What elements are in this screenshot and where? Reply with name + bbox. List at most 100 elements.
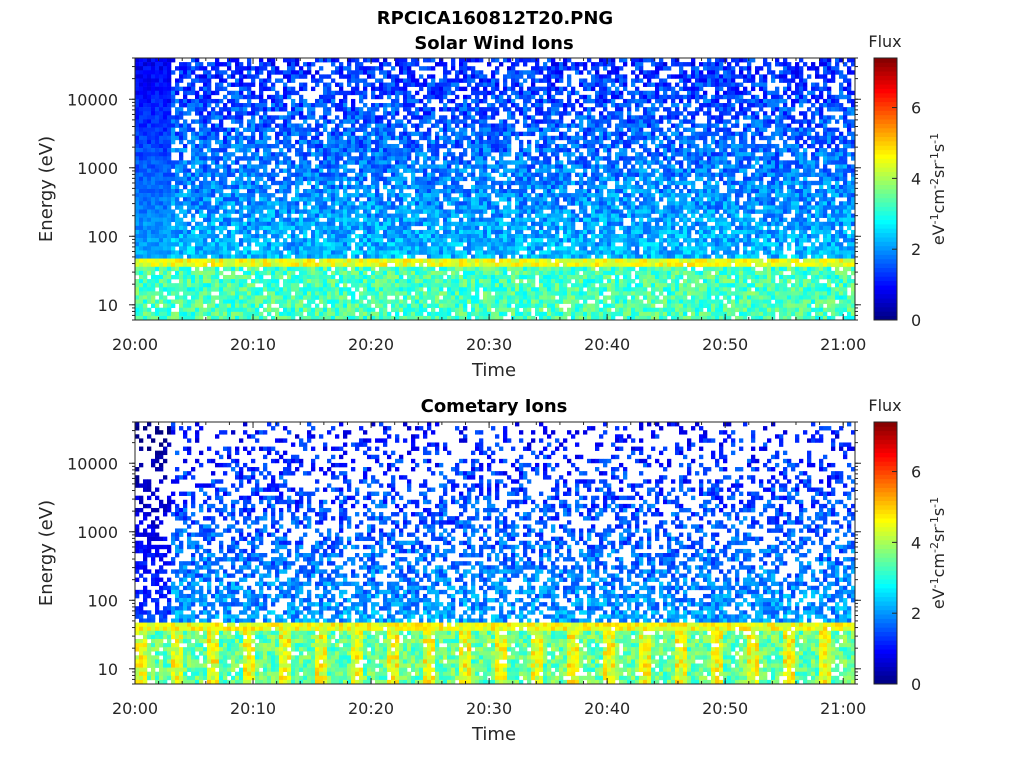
- colorbar-segment: [874, 518, 897, 523]
- colorbar-segment: [874, 487, 897, 493]
- colorbar-segment: [874, 215, 897, 220]
- colorbar-segment: [874, 263, 897, 268]
- colorbar: 0 2 4 6: [873, 57, 921, 330]
- colorbar-segment: [874, 535, 897, 541]
- colorbar-segment: [874, 145, 897, 151]
- colorbar-segment: [874, 66, 897, 72]
- colorbar-segment: [874, 180, 897, 186]
- colorbar-segment: [874, 561, 897, 567]
- colorbar-tick-label: 2: [911, 240, 921, 259]
- colorbar-segment: [874, 570, 897, 576]
- colorbar-segment: [874, 306, 897, 312]
- colorbar-segment: [874, 483, 897, 488]
- colorbar-segment: [874, 250, 897, 255]
- colorbar-segment: [874, 293, 897, 299]
- y-tick-label: 100: [87, 227, 118, 246]
- colorbar-segment: [874, 267, 897, 273]
- colorbar-segment: [874, 175, 897, 181]
- colorbar-segment: [874, 162, 897, 168]
- colorbar-segment: [874, 666, 897, 672]
- colorbar-tick-label: 4: [911, 533, 921, 552]
- colorbar-segment: [874, 622, 897, 628]
- colorbar-segment: [874, 443, 897, 449]
- colorbar-segment: [874, 478, 897, 484]
- colorbar-segment: [874, 452, 897, 458]
- colorbar-segment: [874, 245, 897, 251]
- colorbar-segment: [874, 79, 897, 85]
- colorbar-segment: [874, 439, 897, 445]
- colorbar-tick-label: 6: [911, 463, 921, 482]
- colorbar-segment: [874, 496, 897, 501]
- colorbar-segment: [874, 110, 897, 116]
- colorbar-segment: [874, 644, 897, 650]
- colorbar-segment: [874, 605, 897, 611]
- colorbar-segment: [874, 298, 897, 303]
- colorbar-segment: [874, 254, 897, 260]
- x-tick-label: 20:40: [584, 335, 630, 354]
- colorbar-segment: [874, 649, 897, 654]
- colorbar-segment: [874, 289, 897, 295]
- colorbar-segment: [874, 618, 897, 624]
- colorbar-segment: [874, 531, 897, 536]
- colorbar-title: Flux: [868, 32, 901, 51]
- colorbar-segment: [874, 461, 897, 467]
- colorbar-frame: [873, 57, 898, 321]
- colorbar-segment: [874, 465, 897, 471]
- x-axis-label: Time: [471, 360, 516, 381]
- x-tick-label: 20:50: [702, 699, 748, 718]
- cometary-ions-panel: Cometary Ions 20:00 20:10 20:20 20:30 20:40 2…: [36, 396, 948, 745]
- colorbar-segment: [874, 167, 897, 172]
- colorbar-tick-label: 0: [911, 311, 921, 330]
- colorbar-segment: [874, 62, 897, 68]
- x-tick-label: 20:30: [466, 335, 512, 354]
- colorbar-segment: [874, 101, 897, 107]
- colorbar: 0 2 4 6: [873, 421, 921, 694]
- colorbar-tick-label: 0: [911, 675, 921, 694]
- colorbar-segment: [874, 197, 897, 203]
- x-tick-label: 20:50: [702, 335, 748, 354]
- colorbar-segment: [874, 675, 897, 681]
- panel-title: Solar Wind Ions: [414, 33, 573, 54]
- colorbar-segment: [874, 513, 897, 519]
- colorbar-segment: [874, 223, 897, 229]
- colorbar-segment: [874, 71, 897, 76]
- colorbar-segment: [874, 210, 897, 216]
- colorbar-segment: [874, 657, 897, 663]
- x-tick-label: 20:20: [348, 335, 394, 354]
- plot-frame: [134, 57, 856, 321]
- colorbar-segment: [874, 58, 897, 63]
- colorbar-segment: [874, 184, 897, 190]
- colorbar-segment: [874, 276, 897, 282]
- colorbar-segment: [874, 574, 897, 580]
- colorbar-segment: [874, 653, 897, 659]
- colorbar-segment: [874, 635, 897, 641]
- colorbar-segment: [874, 285, 897, 290]
- axis-ticks: 20:00 20:10 20:20 20:30 20:40 20:50 21:00 10 100…: [67, 57, 866, 354]
- x-tick-label: 21:00: [820, 335, 866, 354]
- colorbar-segment: [874, 302, 897, 308]
- colorbar-segment: [874, 526, 897, 532]
- colorbar-segment: [874, 631, 897, 637]
- y-axis-label: Energy (eV): [36, 500, 57, 606]
- y-tick-label: 10000: [67, 454, 118, 473]
- colorbar-segment: [874, 491, 897, 497]
- colorbar-segment: [874, 679, 897, 685]
- colorbar-segment: [874, 583, 897, 589]
- colorbar-segment: [874, 140, 897, 146]
- y-tick-label: 10: [98, 296, 118, 315]
- colorbar-segment: [874, 596, 897, 602]
- colorbar-frame: [873, 421, 898, 685]
- colorbar-segment: [874, 114, 897, 120]
- colorbar-segment: [874, 557, 897, 563]
- colorbar-segment: [874, 193, 897, 199]
- colorbar-segment: [874, 237, 897, 242]
- x-tick-label: 20:10: [230, 335, 276, 354]
- colorbar-segment: [874, 219, 897, 225]
- colorbar-segment: [874, 280, 897, 286]
- colorbar-segment: [874, 456, 897, 462]
- y-tick-label: 1000: [77, 523, 118, 542]
- colorbar-segment: [874, 592, 897, 598]
- colorbar-segment: [874, 123, 897, 129]
- colorbar-segment: [874, 504, 897, 510]
- colorbar-segment: [874, 132, 897, 137]
